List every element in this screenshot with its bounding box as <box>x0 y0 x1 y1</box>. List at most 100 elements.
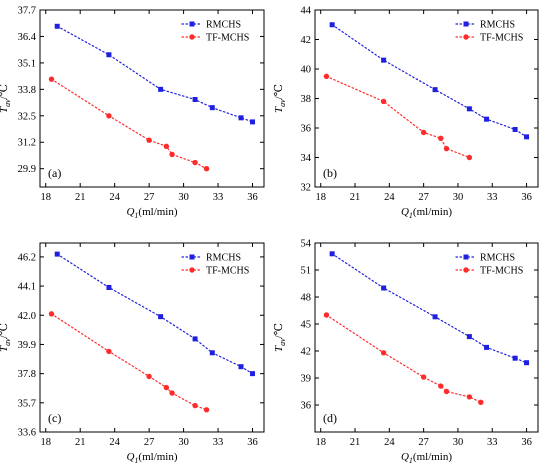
y-tick-label: 54 <box>301 239 312 250</box>
data-point <box>163 384 170 391</box>
x-tick-label: 21 <box>75 437 86 448</box>
x-tick-label: 33 <box>487 192 498 203</box>
data-point <box>163 143 170 150</box>
data-point <box>209 350 215 356</box>
x-axis-title: Q1(ml/min) <box>401 206 452 220</box>
data-point <box>420 374 427 380</box>
data-point <box>478 399 484 405</box>
data-series <box>329 251 530 366</box>
series-line <box>325 314 482 403</box>
legend-marker <box>189 21 195 27</box>
x-tick-label: 24 <box>384 192 395 203</box>
data-point <box>380 350 387 356</box>
data-point <box>209 105 215 111</box>
data-point <box>466 334 472 340</box>
y-tick-label: 45 <box>301 320 312 331</box>
series-line <box>325 75 470 159</box>
data-series <box>48 76 210 172</box>
data-series <box>54 251 256 377</box>
x-tick-label: 33 <box>213 437 224 448</box>
data-point <box>524 134 530 140</box>
data-point <box>381 285 387 291</box>
legend-entry: TF-MCHS <box>455 33 523 44</box>
y-axis-title: Tav/℃ <box>0 323 12 352</box>
legend-label: TF-MCHS <box>206 266 249 277</box>
y-tick-label: 42 <box>301 35 312 46</box>
plot-frame <box>39 242 265 433</box>
y-tick-label: 46.2 <box>18 252 36 263</box>
x-tick-label: 21 <box>350 192 361 203</box>
legend-label: TF-MCHS <box>206 33 249 44</box>
data-point <box>169 151 175 158</box>
legend-label: RMCHS <box>480 253 515 264</box>
legend-marker <box>463 34 469 40</box>
x-axis-title: Q1(ml/min) <box>126 206 177 220</box>
data-point <box>250 371 256 377</box>
data-point <box>466 154 473 161</box>
data-point <box>106 113 112 119</box>
x-tick-label: 27 <box>144 437 155 448</box>
data-point <box>192 159 198 166</box>
y-tick-label: 51 <box>301 266 312 277</box>
data-point <box>192 336 198 342</box>
x-tick-label: 24 <box>109 192 120 203</box>
y-axis-title: Tav/℃ <box>0 84 12 113</box>
legend-label: TF-MCHS <box>480 266 523 277</box>
x-tick-label: 18 <box>40 192 51 203</box>
data-point <box>438 383 444 389</box>
series-line <box>50 78 208 170</box>
y-tick-label: 37.8 <box>18 369 36 380</box>
legend-marker <box>463 267 469 273</box>
y-tick-label: 40 <box>301 65 312 76</box>
y-tick-label: 42 <box>301 347 312 358</box>
data-point <box>106 284 112 290</box>
legend-entry: RMCHS <box>455 20 515 31</box>
data-point <box>524 360 530 366</box>
x-tick-label: 33 <box>487 437 498 448</box>
data-point <box>250 119 256 125</box>
x-tick-label: 36 <box>247 437 258 448</box>
y-axis-title: Tav/℃ <box>273 84 287 113</box>
data-point <box>203 407 210 413</box>
data-point <box>146 373 152 380</box>
y-tick-label: 32 <box>301 183 312 194</box>
data-point <box>48 311 55 317</box>
legend-label: TF-MCHS <box>480 33 523 44</box>
x-tick-label: 27 <box>418 192 429 203</box>
legend-label: RMCHS <box>480 20 515 31</box>
chart-panel: 18 21 24 27 30 33 36 29.9 31.2 32.5 33.8 35.1 36.4 37… <box>0 6 265 220</box>
panel-label: (b) <box>323 166 337 180</box>
data-point <box>192 402 198 409</box>
y-tick-label: 33.8 <box>18 85 36 96</box>
x-tick-label: 30 <box>178 192 189 203</box>
y-tick-label: 37.7 <box>18 6 36 17</box>
data-point <box>432 314 438 320</box>
y-tick-label: 48 <box>301 293 312 304</box>
data-point <box>329 22 335 28</box>
y-tick-label: 36 <box>301 401 312 412</box>
data-point <box>146 137 152 143</box>
y-tick-label: 36.4 <box>18 32 37 43</box>
data-point <box>443 145 450 152</box>
data-point <box>323 73 330 80</box>
x-tick-label: 18 <box>315 437 326 448</box>
x-tick-label: 36 <box>521 192 532 203</box>
legend-entry: TF-MCHS <box>181 33 249 44</box>
chart-panel: 18 21 24 27 30 33 36 36 39 42 45 48 51 54 Q1(ml/min) Ta… <box>273 239 539 465</box>
data-point <box>106 348 112 355</box>
legend-entry: TF-MCHS <box>455 266 523 277</box>
data-point <box>54 251 60 257</box>
legend-marker <box>189 267 195 273</box>
data-point <box>48 76 55 82</box>
data-point <box>106 52 112 58</box>
data-point <box>484 116 490 122</box>
series-line <box>50 313 208 411</box>
legend-entry: RMCHS <box>181 253 241 264</box>
panel-label: (a) <box>48 166 61 180</box>
legend-label: RMCHS <box>206 20 241 31</box>
data-series <box>48 311 210 413</box>
y-tick-label: 35.1 <box>18 58 36 69</box>
x-tick-label: 36 <box>521 437 532 448</box>
data-point <box>484 344 490 350</box>
